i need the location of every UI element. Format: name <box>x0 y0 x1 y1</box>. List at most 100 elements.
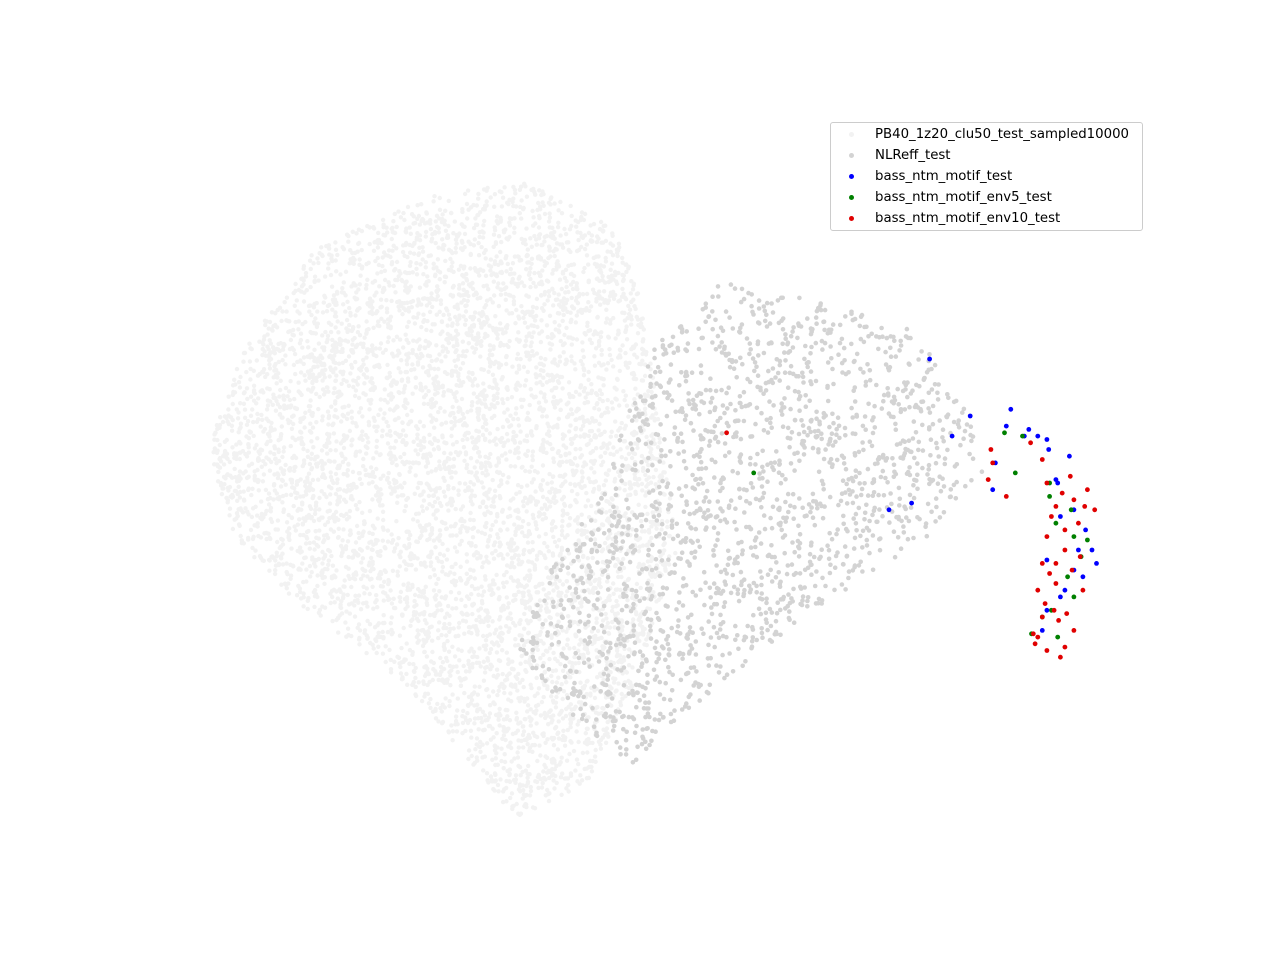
scatter-point <box>341 445 347 451</box>
scatter-point <box>411 679 416 685</box>
scatter-point <box>357 635 362 641</box>
scatter-point <box>638 585 643 591</box>
scatter-point <box>393 290 398 295</box>
scatter-point <box>606 274 611 280</box>
scatter-point <box>411 517 416 522</box>
scatter-point <box>499 327 505 332</box>
scatter-point <box>492 192 498 197</box>
scatter-point <box>599 413 604 419</box>
scatter-point <box>312 511 318 516</box>
scatter-point <box>542 540 547 546</box>
scatter-point <box>454 533 459 538</box>
scatter-point <box>346 602 352 607</box>
scatter-point <box>509 280 514 285</box>
series-pb40 <box>211 181 678 817</box>
scatter-point <box>407 647 413 653</box>
scatter-point <box>597 338 602 344</box>
scatter-point <box>511 496 516 501</box>
scatter-point <box>632 471 637 477</box>
scatter-point <box>578 383 584 388</box>
scatter-point <box>388 670 394 675</box>
scatter-point <box>358 576 364 582</box>
scatter-point <box>481 659 486 664</box>
scatter-point <box>286 512 291 518</box>
scatter-point <box>500 556 506 561</box>
scatter-point <box>538 405 543 410</box>
scatter-point <box>463 309 469 314</box>
scatter-point <box>418 561 424 566</box>
scatter-point <box>577 392 582 397</box>
scatter-point <box>614 449 620 454</box>
scatter-point <box>541 375 546 380</box>
scatter-point <box>252 473 257 479</box>
scatter-point <box>298 337 304 343</box>
scatter-point <box>246 486 251 491</box>
scatter-point <box>554 544 560 549</box>
scatter-point <box>457 542 463 547</box>
scatter-point <box>383 591 388 596</box>
scatter-point <box>552 539 558 545</box>
scatter-point <box>234 511 240 516</box>
scatter-point <box>440 433 445 438</box>
scatter-point <box>530 749 535 754</box>
scatter-point <box>610 604 615 610</box>
scatter-point <box>451 626 456 631</box>
scatter-point <box>536 702 541 708</box>
scatter-point <box>312 547 317 552</box>
scatter-point <box>352 614 358 619</box>
scatter-point <box>309 467 314 472</box>
scatter-point <box>603 450 608 455</box>
scatter-point <box>422 439 427 444</box>
scatter-point <box>576 660 581 666</box>
scatter-point <box>272 446 278 451</box>
scatter-point <box>280 309 285 314</box>
scatter-point <box>333 350 338 355</box>
scatter-point <box>572 361 577 366</box>
scatter-point <box>556 292 561 297</box>
scatter-point <box>603 478 608 483</box>
scatter-point <box>555 612 560 617</box>
scatter-point <box>524 267 529 272</box>
scatter-point <box>294 482 299 487</box>
scatter-point <box>468 517 473 522</box>
scatter-point <box>445 547 450 552</box>
scatter-point <box>635 317 641 322</box>
scatter-point <box>505 714 510 719</box>
scatter-point <box>428 487 434 493</box>
scatter-point <box>463 669 469 674</box>
scatter-point <box>337 336 342 342</box>
scatter-point <box>502 607 507 612</box>
scatter-point <box>516 745 521 750</box>
scatter-point <box>330 343 335 348</box>
scatter-point <box>455 696 460 701</box>
scatter-point <box>522 495 528 500</box>
scatter-point <box>353 297 359 302</box>
scatter-point <box>455 708 460 713</box>
scatter-point <box>589 503 594 509</box>
scatter-point <box>286 533 291 538</box>
scatter-point <box>503 227 508 232</box>
scatter-point <box>364 355 369 360</box>
scatter-point <box>614 376 620 382</box>
scatter-point <box>424 621 429 626</box>
scatter-point <box>344 489 349 494</box>
scatter-point <box>402 217 407 223</box>
scatter-point <box>459 597 464 602</box>
scatter-point <box>588 223 593 228</box>
scatter-point <box>514 370 519 375</box>
scatter-point <box>521 643 527 648</box>
scatter-point <box>633 376 639 382</box>
scatter-point <box>605 406 610 411</box>
scatter-point <box>271 395 276 400</box>
scatter-point <box>524 226 529 231</box>
scatter-point <box>531 730 536 735</box>
scatter-point <box>277 458 282 464</box>
scatter-point <box>379 304 384 309</box>
scatter-point <box>506 629 511 634</box>
scatter-point <box>240 510 246 515</box>
scatter-point <box>568 319 573 325</box>
scatter-point <box>480 593 485 598</box>
scatter-point <box>437 207 443 212</box>
scatter-point <box>322 274 328 279</box>
scatter-point <box>307 461 313 467</box>
